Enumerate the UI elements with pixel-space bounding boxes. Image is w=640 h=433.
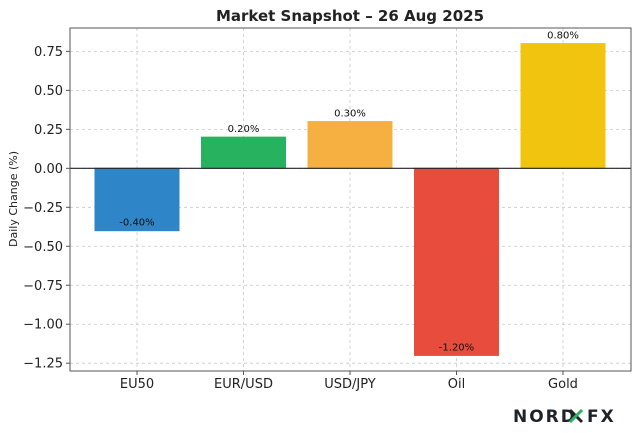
x-tick-label: Oil	[448, 377, 465, 392]
logo-x-stroke-green	[568, 408, 584, 424]
y-tick-label: −1.25	[23, 357, 63, 372]
data-label: -0.40%	[119, 218, 154, 229]
y-tick-label: 0.75	[34, 45, 63, 60]
y-tick-label: 0.50	[34, 84, 63, 99]
logo-fx-text: FX	[587, 407, 616, 427]
data-label: 0.20%	[228, 124, 260, 135]
y-tick-label: −0.25	[23, 201, 63, 216]
data-label: 0.30%	[334, 109, 366, 120]
y-tick-labels: 0.75 0.50 0.25 0.00 −0.25 −0.50 −0.75 −1.00 −1.2…	[23, 45, 70, 372]
x-tick-labels: EU50 EUR/USD USD/JPY Oil Gold	[120, 371, 578, 392]
x-tick-label: Gold	[548, 377, 578, 392]
data-labels-layer: -0.40% 0.20% 0.30% -1.20% 0.80%	[119, 31, 579, 354]
bar-gold	[520, 43, 606, 169]
y-tick-label: −0.50	[23, 240, 63, 255]
data-label: -1.20%	[439, 342, 474, 353]
data-label: 0.80%	[547, 31, 579, 42]
y-tick-label: −0.75	[23, 279, 63, 294]
bar-eur-usd	[201, 136, 286, 169]
logo-nord-text: NORD	[513, 407, 577, 427]
nordfx-logo: NORD FX	[513, 407, 616, 427]
bar-usd-jpy	[307, 121, 393, 169]
y-axis-label: Daily Change (%)	[7, 151, 20, 247]
y-tick-label: −1.00	[23, 318, 63, 333]
x-tick-label: EU50	[120, 377, 154, 392]
x-tick-label: EUR/USD	[214, 377, 273, 392]
bars-layer	[94, 43, 606, 356]
bar-eu50	[94, 167, 180, 232]
plot-frame	[69, 27, 632, 372]
x-tick-label: USD/JPY	[324, 377, 376, 392]
chart-title: Market Snapshot – 26 Aug 2025	[216, 7, 484, 25]
y-tick-label: 0.25	[34, 123, 63, 138]
y-tick-label: 0.00	[34, 162, 63, 177]
bar-oil	[414, 167, 499, 356]
